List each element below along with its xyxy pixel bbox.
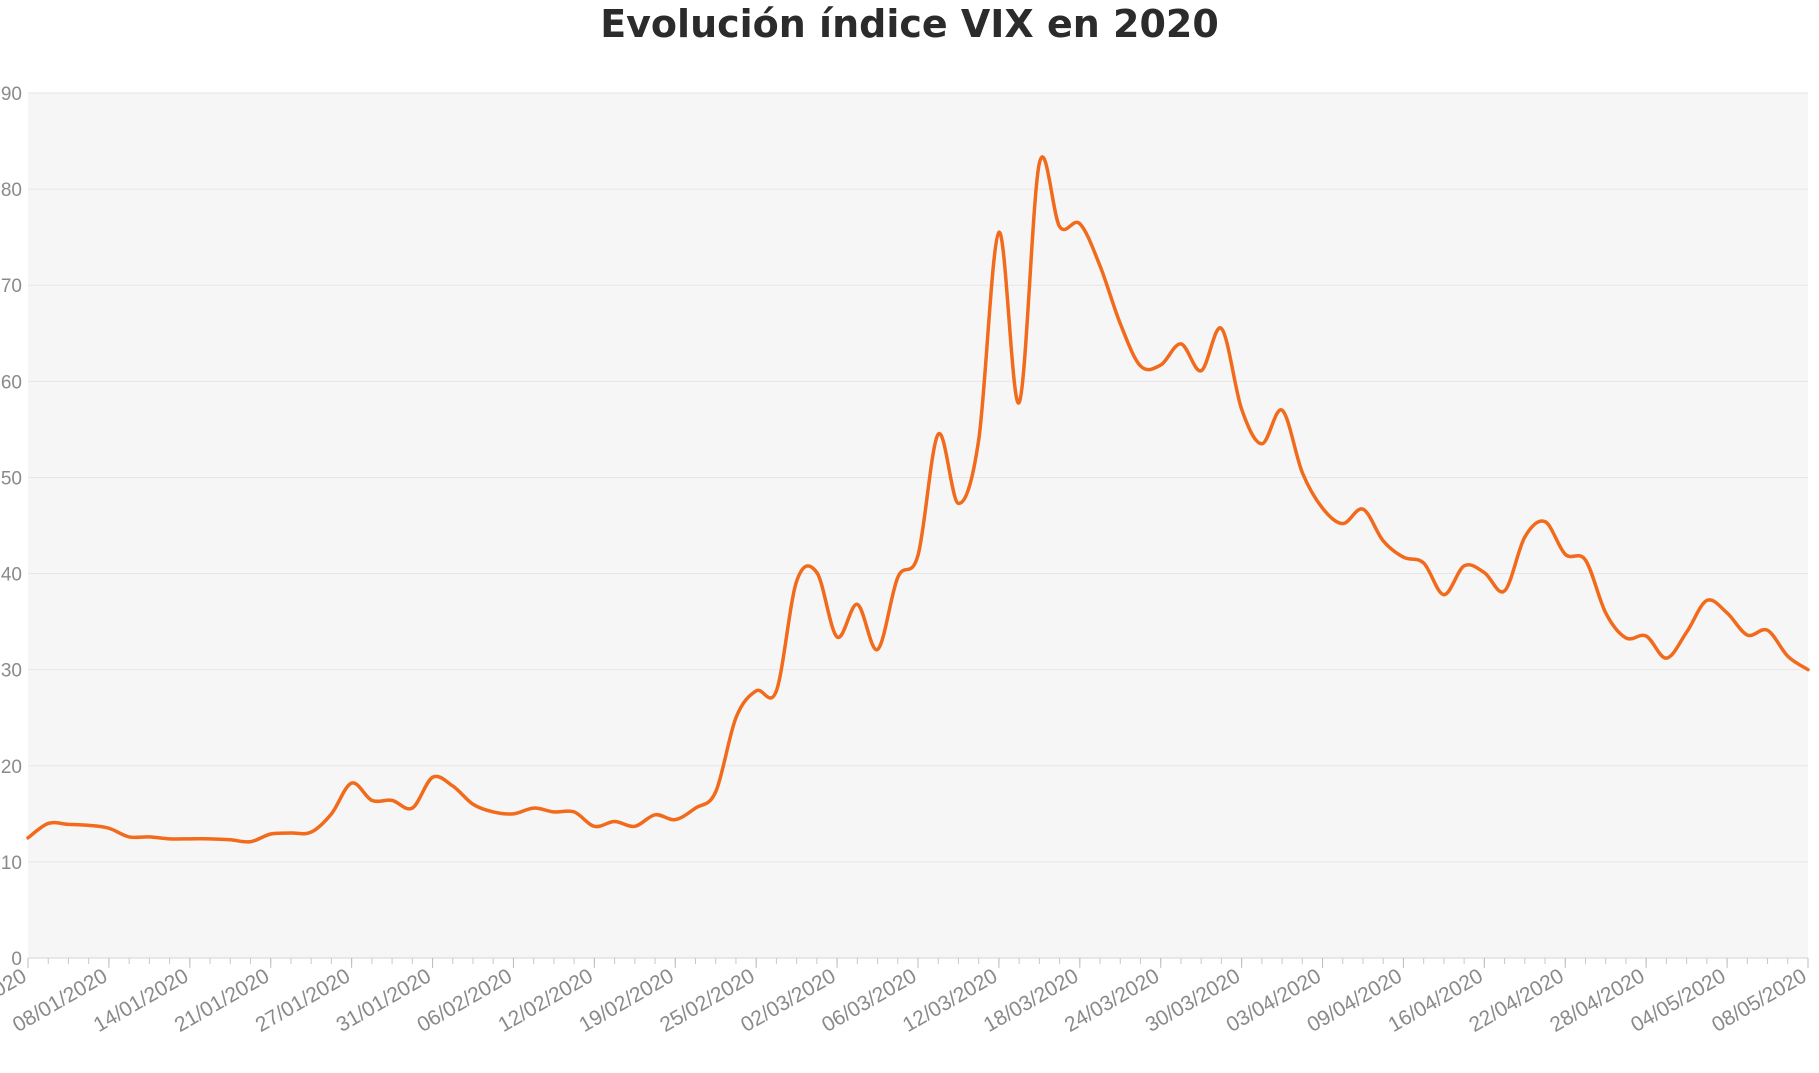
chart-title: Evolución índice VIX en 2020	[600, 2, 1219, 46]
y-tick-label: 40	[1, 565, 22, 586]
y-tick-label: 30	[1, 661, 22, 682]
y-tick-label: 20	[1, 757, 22, 778]
y-tick-label: 60	[1, 372, 22, 393]
y-tick-label: 0	[11, 949, 22, 970]
vix-series-line	[26, 155, 1810, 844]
plot-area	[28, 93, 1808, 958]
y-tick-label: 50	[1, 468, 22, 489]
y-tick-label: 70	[1, 276, 22, 297]
y-tick-label: 10	[1, 853, 22, 874]
y-tick-label: 90	[1, 84, 22, 105]
y-tick-label: 80	[1, 180, 22, 201]
